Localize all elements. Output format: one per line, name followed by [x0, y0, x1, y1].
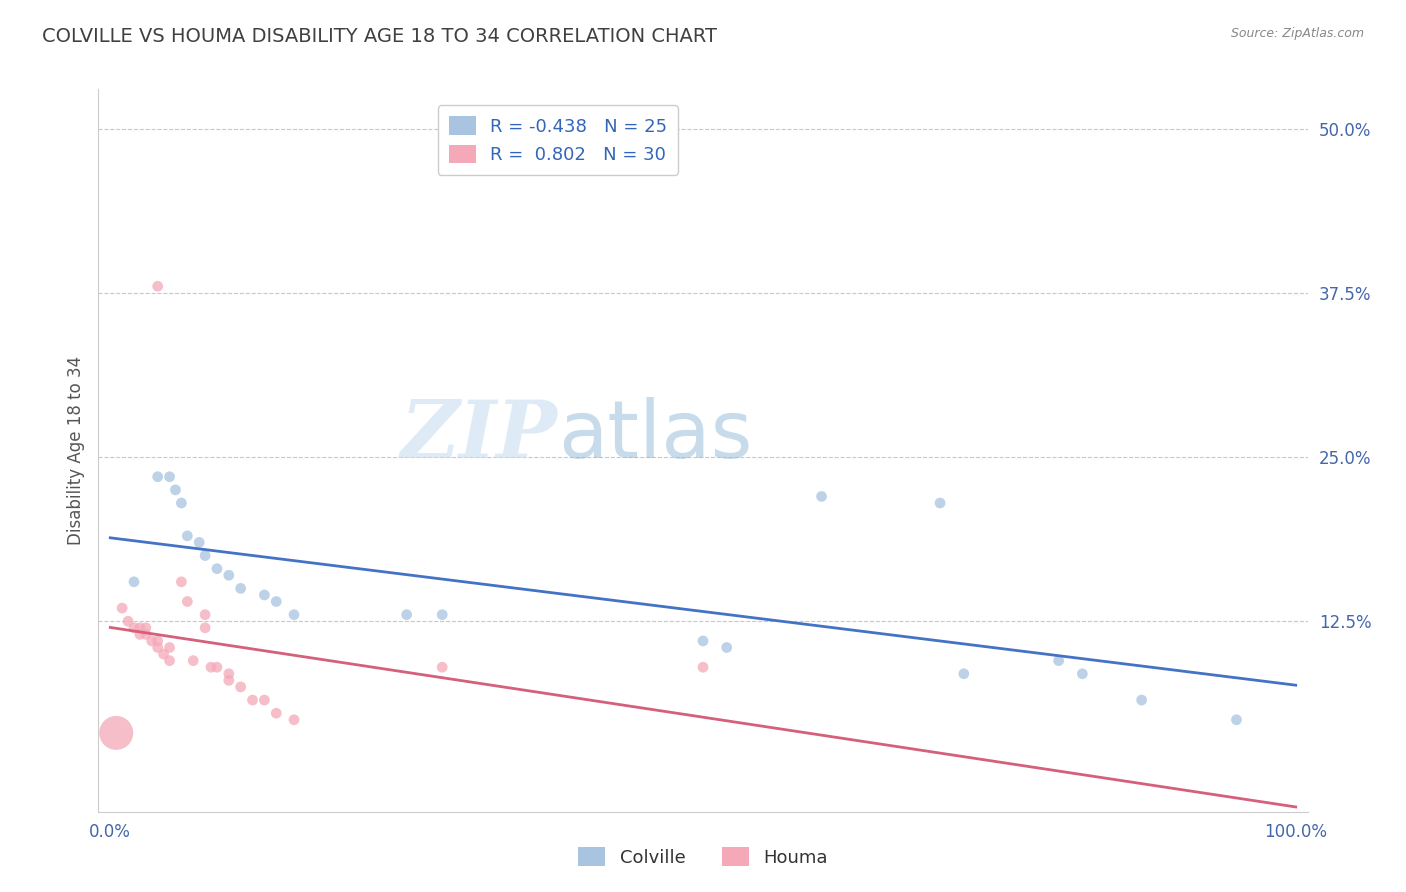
Point — [194, 607, 217, 622]
Point — [159, 469, 181, 483]
Point — [170, 574, 193, 589]
Point — [146, 469, 169, 483]
Text: Source: ZipAtlas.com: Source: ZipAtlas.com — [1230, 27, 1364, 40]
Point — [395, 607, 418, 622]
Point — [146, 640, 169, 655]
Point — [264, 594, 287, 608]
Legend: Colville, Houma: Colville, Houma — [571, 840, 835, 874]
Point — [165, 483, 187, 497]
Point — [229, 582, 252, 596]
Legend: R = -0.438   N = 25, R =  0.802   N = 30: R = -0.438 N = 25, R = 0.802 N = 30 — [437, 105, 678, 175]
Point — [264, 706, 287, 721]
Point — [159, 654, 181, 668]
Point — [181, 654, 204, 668]
Text: COLVILLE VS HOUMA DISABILITY AGE 18 TO 34 CORRELATION CHART: COLVILLE VS HOUMA DISABILITY AGE 18 TO 3… — [42, 27, 717, 45]
Point — [117, 614, 139, 628]
Point — [952, 666, 974, 681]
Point — [1225, 713, 1247, 727]
Point — [242, 693, 264, 707]
Point — [218, 666, 240, 681]
Point — [188, 535, 211, 549]
Point — [105, 726, 128, 740]
Point — [111, 601, 134, 615]
Point — [692, 660, 714, 674]
Point — [122, 621, 145, 635]
Point — [146, 279, 169, 293]
Point — [146, 634, 169, 648]
Point — [432, 607, 454, 622]
Point — [1130, 693, 1153, 707]
Point — [176, 594, 198, 608]
Point — [135, 627, 157, 641]
Point — [205, 562, 228, 576]
Point — [159, 640, 181, 655]
Point — [200, 660, 222, 674]
Point — [218, 673, 240, 688]
Point — [194, 549, 217, 563]
Text: ZIP: ZIP — [401, 397, 558, 475]
Point — [205, 660, 228, 674]
Point — [135, 621, 157, 635]
Point — [283, 607, 305, 622]
Point — [716, 640, 738, 655]
Point — [1047, 654, 1070, 668]
Point — [929, 496, 952, 510]
Point — [170, 496, 193, 510]
Y-axis label: Disability Age 18 to 34: Disability Age 18 to 34 — [66, 356, 84, 545]
Point — [692, 634, 714, 648]
Point — [129, 627, 152, 641]
Point — [1071, 666, 1094, 681]
Point — [129, 621, 152, 635]
Point — [253, 693, 276, 707]
Point — [194, 621, 217, 635]
Text: atlas: atlas — [558, 397, 752, 475]
Point — [810, 490, 832, 504]
Point — [141, 634, 163, 648]
Point — [152, 647, 174, 661]
Point — [218, 568, 240, 582]
Point — [176, 529, 198, 543]
Point — [432, 660, 454, 674]
Point — [122, 574, 145, 589]
Point — [283, 713, 305, 727]
Point — [253, 588, 276, 602]
Point — [229, 680, 252, 694]
